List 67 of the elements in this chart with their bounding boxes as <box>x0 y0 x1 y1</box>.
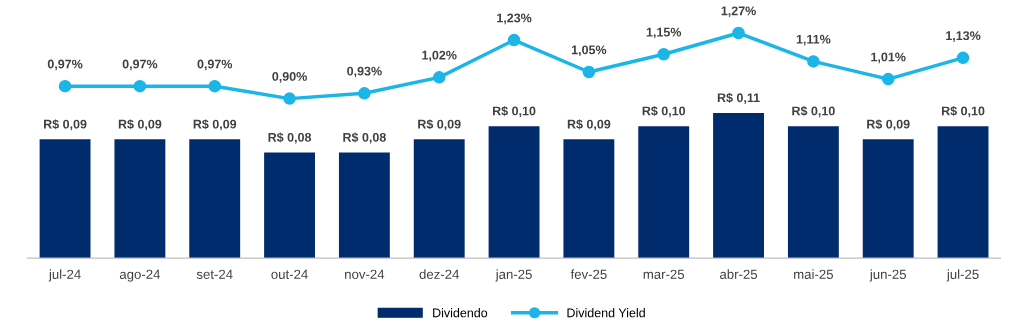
data-label: 1,02% <box>422 50 457 62</box>
data-label: R$ 0,09 <box>418 119 461 131</box>
x-tick-label: mai-25 <box>794 269 833 279</box>
bar <box>264 152 315 259</box>
bar <box>937 126 989 259</box>
point <box>358 87 371 100</box>
data-label: R$ 0,09 <box>118 119 162 131</box>
point <box>208 79 221 93</box>
data-label: 1,11% <box>796 34 831 46</box>
x-tick-label: ago-24 <box>119 269 161 282</box>
data-label: 0,97% <box>47 59 83 71</box>
x-tick-label: abr-25 <box>720 269 758 279</box>
data-label: 1,27% <box>721 6 756 18</box>
data-label: R$ 0,10 <box>941 105 985 118</box>
point <box>432 71 446 84</box>
bar <box>638 126 690 259</box>
data-label: 0,97% <box>122 59 158 71</box>
point <box>507 33 521 47</box>
data-label: 1,23% <box>497 13 532 25</box>
data-label: R$ 0,10 <box>642 105 686 118</box>
bar <box>413 139 465 259</box>
data-label: 0,90% <box>272 72 307 83</box>
x-tick-label: jul-25 <box>946 269 979 282</box>
x-tick-label: fev-25 <box>570 269 607 279</box>
data-label: R$ 0,09 <box>867 119 910 131</box>
data-label: 1,15% <box>646 27 682 39</box>
data-label: R$ 0,11 <box>717 92 760 104</box>
x-tick-label: jun-25 <box>869 269 906 282</box>
bar <box>189 139 241 259</box>
data-label: 1,01% <box>871 52 906 64</box>
point <box>807 55 820 68</box>
bar <box>114 139 166 259</box>
legend-label: Dividendo <box>433 308 488 318</box>
point <box>657 48 670 61</box>
bar <box>338 152 390 259</box>
point <box>956 51 970 65</box>
data-label: R$ 0,10 <box>792 105 835 118</box>
data-label: R$ 0,09 <box>44 119 87 131</box>
data-label: 0,93% <box>347 66 382 78</box>
data-label: 1,13% <box>946 31 981 42</box>
bar <box>713 112 764 259</box>
legend-label: Dividend Yield <box>567 308 645 318</box>
data-label: R$ 0,09 <box>193 119 237 131</box>
bar <box>563 139 615 259</box>
point <box>881 72 895 86</box>
x-tick-label: dez-24 <box>419 269 459 279</box>
x-tick-label: mar-25 <box>643 269 685 279</box>
point <box>582 65 596 79</box>
x-tick-label: jul-24 <box>48 269 81 282</box>
bar <box>862 139 914 259</box>
data-label: 1,05% <box>571 45 607 57</box>
x-tick-label: nov-24 <box>345 269 385 279</box>
bar <box>787 126 839 259</box>
bar <box>488 126 540 259</box>
point <box>58 79 72 93</box>
point <box>283 92 296 105</box>
bar <box>39 139 91 259</box>
data-label: R$ 0,08 <box>268 132 312 144</box>
data-label: R$ 0,10 <box>493 105 536 118</box>
data-label: 0,97% <box>197 59 233 71</box>
point <box>732 26 745 40</box>
x-tick-label: jan-25 <box>495 269 532 282</box>
data-label: R$ 0,08 <box>343 132 386 144</box>
x-tick-label: out-24 <box>271 269 308 279</box>
point <box>133 79 147 93</box>
x-tick-label: set-24 <box>196 269 233 279</box>
data-label: R$ 0,09 <box>567 119 611 131</box>
